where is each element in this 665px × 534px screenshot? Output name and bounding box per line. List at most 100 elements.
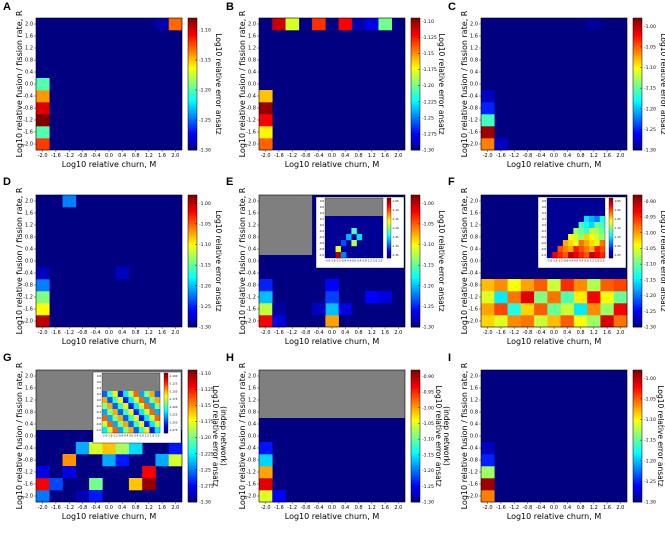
colorbar-segment (411, 86, 420, 89)
colorbar-segment (188, 460, 197, 463)
x-tick-label: -0.4 (536, 505, 546, 511)
x-tick-label: 0.8 (577, 505, 585, 511)
colorbar-segment (633, 486, 642, 490)
colorbar-segment (188, 475, 197, 479)
heatmap-cell (600, 303, 615, 316)
inset-y-tick-label: 0.0 (320, 223, 324, 227)
inset-cell (154, 391, 161, 398)
inset-cell (123, 409, 129, 416)
colorbar-segment (188, 221, 197, 224)
colorbar-segment (411, 139, 420, 142)
colorbar-segment (411, 103, 420, 107)
colorbar-segment (633, 236, 642, 240)
inset-colorbar-tick-label: -1.225 (169, 413, 178, 417)
colorbar-segment (633, 272, 642, 275)
colorbar-segment (188, 387, 197, 391)
colorbar-segment (633, 460, 642, 463)
panel-letter: G (3, 352, 12, 364)
inset-colorbar-tick-label: -1.10 (392, 208, 399, 212)
y-tick-label: -0.8 (246, 106, 256, 112)
colorbar-segment (411, 376, 420, 380)
colorbar-segment (633, 453, 642, 457)
inset-colorbar-segment (609, 210, 613, 213)
colorbar-tick-label: -1.05 (422, 221, 434, 227)
x-axis-label: Log10 relative churn, M (285, 160, 380, 169)
heatmap-cell (507, 315, 522, 328)
inset-cell (102, 427, 108, 434)
x-tick-label: 0.8 (355, 153, 363, 159)
x-tick-label: 1.6 (381, 505, 389, 511)
colorbar-segment (188, 414, 197, 417)
colorbar-tick-label: -1.10 (644, 417, 656, 423)
x-tick-label: 0.0 (550, 153, 558, 159)
colorbar-segment (633, 464, 642, 468)
colorbar-segment (633, 95, 642, 98)
colorbar-segment (188, 64, 197, 67)
x-tick-label: 0.0 (328, 153, 336, 159)
colorbar-segment (188, 51, 197, 54)
inset-colorbar-tick-label: -1.250 (169, 420, 178, 424)
colorbar-segment (411, 387, 420, 391)
colorbar-segment (633, 66, 642, 69)
heatmap-cell (587, 18, 601, 31)
colorbar-segment (633, 212, 642, 216)
colorbar-segment (188, 139, 197, 142)
x-tick-label: -0.4 (314, 505, 324, 511)
colorbar-segment (633, 252, 642, 255)
inset-y-tick-label: 0.4 (542, 211, 546, 215)
inset-cell (589, 246, 595, 253)
colorbar-segment (188, 272, 197, 275)
inset-y-tick-label: 0.2 (320, 217, 324, 221)
colorbar-segment (411, 438, 420, 441)
colorbar-segment (633, 420, 642, 424)
panel-F: F-2.0 -1.6 -1.2 -0.8 -0.4 0.0 0.4 0.8 1.2 1.6 2.0-… (448, 176, 665, 346)
colorbar-label: Log10 relative error ansatz (437, 210, 446, 311)
colorbar-segment (188, 324, 197, 328)
colorbar-segment (188, 33, 197, 36)
inset-cell (138, 403, 145, 410)
colorbar-segment (633, 90, 642, 94)
heatmap-cell (142, 466, 156, 479)
x-tick-label: -1.2 (64, 505, 74, 511)
x-tick-label: 1.2 (368, 330, 376, 336)
colorbar-segment (411, 458, 420, 461)
x-tick-label: 2.0 (616, 505, 624, 511)
inset-colorbar-segment (387, 220, 391, 223)
colorbar-tick-label: -1.10 (422, 19, 434, 25)
colorbar-segment (633, 46, 642, 50)
colorbar-tick-label: -1.05 (644, 396, 656, 402)
colorbar-segment (411, 276, 420, 279)
x-tick-label: -1.2 (287, 330, 297, 336)
heatmap-cell (36, 90, 50, 103)
inset-cell (583, 252, 590, 259)
inset-cell (154, 427, 161, 434)
inset-cell (112, 391, 119, 398)
inset-cell (138, 409, 145, 416)
x-tick-label: 0.4 (118, 505, 126, 511)
heatmap-cell (520, 303, 535, 316)
inset-y-tick-label: 0.0 (542, 223, 546, 227)
colorbar-segment (411, 285, 420, 288)
y-tick-label: 0.8 (25, 235, 33, 241)
colorbar-segment (188, 141, 197, 144)
inset-x-tick-label: 1.6 (150, 434, 154, 438)
colorbar-segment (633, 287, 642, 290)
colorbar-segment (633, 201, 642, 205)
x-tick-label: 0.0 (550, 330, 558, 336)
heatmap-cell (272, 490, 286, 503)
y-tick-label: 1.2 (248, 223, 256, 229)
y-tick-label: -0.4 (246, 446, 256, 452)
x-tick-label: -0.8 (301, 330, 311, 336)
colorbar-segment (633, 53, 642, 56)
colorbar-segment (411, 143, 420, 146)
colorbar-segment (188, 480, 197, 483)
colorbar-segment (633, 256, 642, 260)
colorbar-segment (411, 44, 420, 47)
colorbar-segment (411, 59, 420, 63)
colorbar-tick-label: -1.20 (422, 468, 434, 474)
colorbar-segment (411, 252, 420, 255)
colorbar-segment (411, 280, 420, 284)
colorbar-segment (411, 73, 420, 76)
colorbar-segment (633, 79, 642, 83)
y-tick-label: -1.6 (468, 307, 478, 313)
